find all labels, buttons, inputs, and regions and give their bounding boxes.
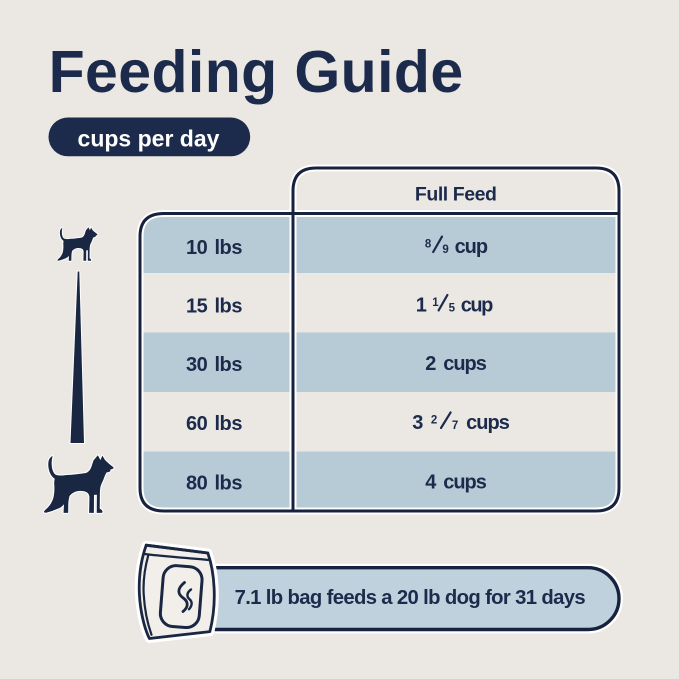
svg-text:Full Feed: Full Feed <box>415 184 497 206</box>
svg-text:7.1 lb bag feeds a 20 lb dog f: 7.1 lb bag feeds a 20 lb dog for 31 days <box>235 587 586 609</box>
svg-text:5: 5 <box>449 303 456 315</box>
svg-text:cups per day: cups per day <box>78 126 220 152</box>
svg-text:30 lbs: 30 lbs <box>186 354 242 376</box>
svg-text:Feeding Guide: Feeding Guide <box>49 39 464 105</box>
svg-text:3: 3 <box>412 412 423 434</box>
svg-text:7: 7 <box>452 420 458 432</box>
svg-text:9: 9 <box>442 244 448 256</box>
svg-text:cup: cup <box>455 236 488 258</box>
svg-text:1: 1 <box>432 297 439 309</box>
svg-text:cups: cups <box>466 412 510 434</box>
svg-text:60 lbs: 60 lbs <box>186 413 242 435</box>
svg-text:cup: cup <box>461 295 493 317</box>
svg-text:4 cups: 4 cups <box>425 472 486 494</box>
svg-text:2: 2 <box>431 414 437 426</box>
svg-text:8: 8 <box>425 238 432 250</box>
svg-text:80 lbs: 80 lbs <box>186 473 242 495</box>
svg-text:10 lbs: 10 lbs <box>186 237 242 259</box>
svg-text:2 cups: 2 cups <box>425 353 486 375</box>
svg-text:15 lbs: 15 lbs <box>186 296 242 318</box>
svg-text:1: 1 <box>416 295 427 317</box>
